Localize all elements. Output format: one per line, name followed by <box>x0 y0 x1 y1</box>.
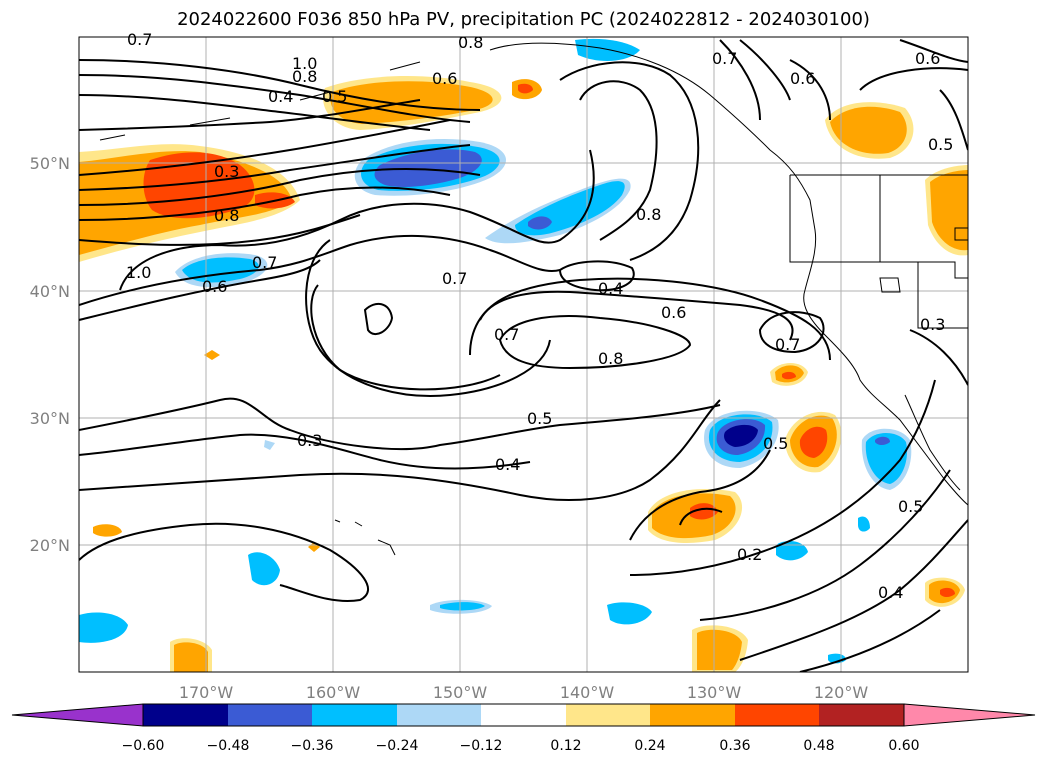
contour-label: 0.7 <box>775 335 800 354</box>
colorbar-tick-label: −0.48 <box>207 738 250 754</box>
contour-label: 1.0 <box>126 263 151 282</box>
precip-negative-area <box>248 552 280 586</box>
precip-positive-area <box>799 426 828 458</box>
lon-tick-label: 130°W <box>687 683 742 702</box>
contour-label: 0.7 <box>494 325 519 344</box>
precip-positive-area <box>174 642 208 672</box>
colorbar-tick-label: 0.12 <box>550 738 581 754</box>
contour-label: 0.6 <box>661 303 686 322</box>
colorbar-segment <box>735 704 819 726</box>
precip-positive-area <box>697 629 742 670</box>
contour-label: 0.8 <box>636 205 661 224</box>
contour-label: 0.5 <box>763 434 788 453</box>
map-title: 2024022600 F036 850 hPa PV, precipitatio… <box>177 9 870 30</box>
precipitation-fill-layer <box>79 38 968 672</box>
contour-label: 0.8 <box>458 33 483 52</box>
precip-positive-area <box>93 524 122 537</box>
precip-negative-area <box>79 612 128 643</box>
colorbar-segment <box>228 704 312 726</box>
precip-negative-area <box>528 216 552 230</box>
contour-label: 0.4 <box>878 583 903 602</box>
pv-contour-layer <box>79 39 968 672</box>
colorbar-segment <box>397 704 481 726</box>
colorbar-segment <box>481 704 566 726</box>
colorbar-tick-label: 0.36 <box>719 738 750 754</box>
colorbar-tick-label: 0.48 <box>803 738 834 754</box>
contour-label: 0.5 <box>322 87 347 106</box>
colorbar-segment <box>566 704 650 726</box>
contour-label: 0.8 <box>292 67 317 86</box>
contour-label: 1.0 <box>292 54 317 73</box>
precip-negative-area <box>858 516 870 532</box>
contour-label: 0.8 <box>214 206 239 225</box>
contour-label-layer: 0.7 1.0 0.8 0.8 0.6 0.7 0.6 0.4 0.5 0.6 … <box>126 30 953 602</box>
colorbar: −0.60 −0.48 −0.36 −0.24 −0.12 0.12 0.24 … <box>11 703 1036 754</box>
contour-label: 0.4 <box>598 279 623 298</box>
lon-tick-label: 140°W <box>560 683 615 702</box>
colorbar-segment <box>312 704 397 726</box>
contour-label: 0.5 <box>527 409 552 428</box>
contour-label: 0.3 <box>214 162 239 181</box>
contour-label: 0.3 <box>297 431 322 450</box>
map-frame <box>78 36 969 673</box>
contour-label: 0.6 <box>202 277 227 296</box>
precip-negative-area <box>440 602 485 611</box>
precip-positive-area <box>204 350 220 360</box>
contour-label: 0.6 <box>432 69 457 88</box>
contour-label: 0.3 <box>920 315 945 334</box>
contour-label: 0.4 <box>495 455 520 474</box>
precip-positive-area <box>940 587 955 597</box>
precip-negative-area <box>776 540 808 561</box>
colorbar-tick-label: 0.60 <box>888 738 919 754</box>
precip-negative-area <box>724 424 758 447</box>
colorbar-tick-label: −0.36 <box>291 738 334 754</box>
latitude-axis: 50°N 40°N 30°N 20°N <box>30 154 70 555</box>
contour-label: 0.6 <box>915 49 940 68</box>
contour-label: 0.8 <box>598 349 623 368</box>
precip-positive-area <box>518 83 533 94</box>
precip-negative-area <box>607 602 652 625</box>
contour-label: 0.7 <box>712 49 737 68</box>
colorbar-segment <box>650 704 735 726</box>
contour-label: 0.5 <box>898 497 923 516</box>
coastlines <box>99 42 968 556</box>
contour-label: 0.5 <box>928 135 953 154</box>
precip-positive-area <box>930 170 968 251</box>
precip-positive-area <box>330 81 493 124</box>
contour-label: 0.4 <box>268 87 293 106</box>
lat-tick-label: 30°N <box>30 409 70 428</box>
lat-tick-label: 40°N <box>30 282 70 301</box>
colorbar-tick-label: −0.12 <box>460 738 503 754</box>
colorbar-tick-label: −0.60 <box>122 738 165 754</box>
lon-tick-label: 150°W <box>433 683 488 702</box>
precip-positive-area <box>690 503 718 520</box>
longitude-axis: 170°W 160°W 150°W 140°W 130°W 120°W <box>179 683 869 702</box>
lon-tick-label: 120°W <box>814 683 869 702</box>
precip-positive-area <box>782 371 796 380</box>
colorbar-tick-label: 0.24 <box>634 738 665 754</box>
contour-label: 0.2 <box>737 545 762 564</box>
contour-label: 0.6 <box>790 69 815 88</box>
colorbar-extend-min <box>11 703 144 727</box>
lon-tick-label: 160°W <box>306 683 361 702</box>
colorbar-tick-label: −0.24 <box>376 738 419 754</box>
precip-negative-area <box>264 440 275 450</box>
precip-negative-area <box>575 38 640 62</box>
colorbar-segment <box>819 704 904 726</box>
contour-label: 0.7 <box>442 269 467 288</box>
precip-negative-area <box>865 433 908 484</box>
lat-tick-label: 50°N <box>30 154 70 173</box>
graticule <box>79 37 968 672</box>
precip-negative-area <box>374 149 482 187</box>
contour-label: 0.7 <box>127 30 152 49</box>
contour-label: 0.7 <box>252 253 277 272</box>
precip-negative-area <box>875 436 890 445</box>
lon-tick-label: 170°W <box>179 683 234 702</box>
precip-positive-area <box>830 106 907 154</box>
lat-tick-label: 20°N <box>30 536 70 555</box>
colorbar-segment <box>143 704 228 726</box>
colorbar-extend-max <box>903 703 1036 727</box>
